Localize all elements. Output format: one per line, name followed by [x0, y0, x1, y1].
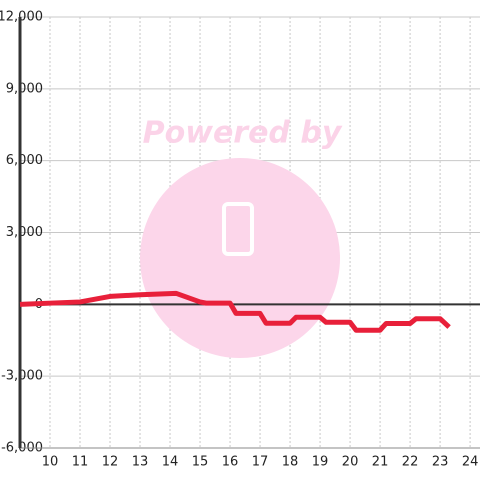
- x-tick-label: 19: [312, 455, 329, 470]
- y-tick-label: -3,000: [1, 369, 43, 384]
- x-tick-label: 20: [342, 455, 359, 470]
- x-tick-label: 17: [252, 455, 269, 470]
- watermark-icon: [222, 202, 254, 256]
- x-tick-label: 24: [462, 455, 479, 470]
- x-tick-label: 22: [402, 455, 419, 470]
- x-tick-label: 10: [42, 455, 59, 470]
- x-tick-label: 21: [372, 455, 389, 470]
- x-tick-label: 12: [102, 455, 119, 470]
- y-tick-label: 3,000: [6, 225, 43, 240]
- watermark-logo: [140, 158, 340, 358]
- x-tick-label: 18: [282, 455, 299, 470]
- x-tick-label: 13: [132, 455, 149, 470]
- x-tick-label: 11: [72, 455, 89, 470]
- x-tick-label: 23: [432, 455, 449, 470]
- x-tick-label: 14: [162, 455, 179, 470]
- x-tick-label: 15: [192, 455, 209, 470]
- x-tick-label: 16: [222, 455, 239, 470]
- watermark-text: Powered by: [143, 116, 343, 151]
- data-line: [19, 290, 451, 333]
- y-tick-label: 9,000: [6, 81, 43, 96]
- y-tick-label: 6,000: [6, 153, 43, 168]
